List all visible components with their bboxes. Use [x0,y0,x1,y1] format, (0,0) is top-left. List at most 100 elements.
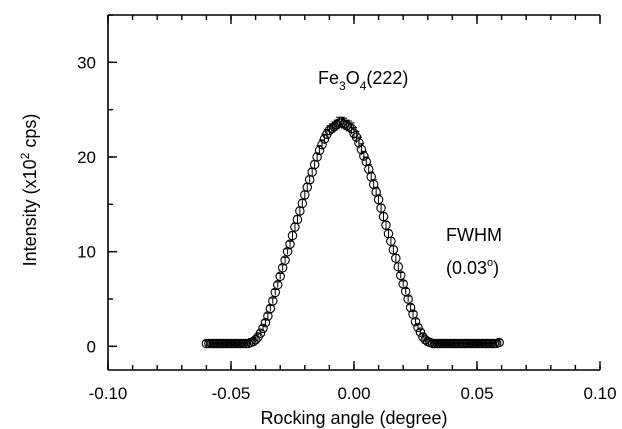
data-point [373,194,384,205]
data-point [489,338,499,349]
data-point [226,338,236,349]
data-point [211,338,221,349]
fwhm-title: FWHM [446,225,502,245]
peak-label-sub3: 3 [339,79,346,93]
y-axis-title: Intensity (x102 cps) [18,114,40,267]
data-point [346,123,357,134]
data-point [260,317,271,328]
data-point [469,338,480,349]
data-point [213,338,224,349]
data-point [275,271,285,282]
x-tick-label: -0.10 [89,384,128,403]
data-point [467,338,477,349]
data-point [415,327,426,337]
peak-label: Fe3O4(222) [318,68,408,93]
x-tick-label: 0.00 [337,384,370,403]
data-point [258,323,268,334]
peak-label-fe: Fe [318,68,339,88]
data-point [457,338,467,349]
peak-label-reflection: (222) [366,68,408,88]
data-point [452,338,463,349]
x-tick-label: 0.10 [583,384,616,403]
data-point [450,338,460,349]
data-point [430,338,440,349]
data-point [403,294,413,304]
peak-label-sub4: 4 [360,79,367,93]
data-point [388,245,399,255]
data-point [218,338,229,349]
data-point [376,203,386,213]
data-point [455,338,465,349]
data-point [216,338,226,349]
x-axis-title: Rocking angle (degree) [260,408,447,428]
data-point [410,316,421,327]
data-point [459,338,470,349]
data-point [359,151,369,161]
data-point [435,338,445,349]
data-point [204,338,214,349]
data-point [477,338,487,349]
x-tick-label: 0.05 [460,384,493,403]
data-point [472,338,482,349]
data-point [250,334,261,345]
data-point [393,262,404,272]
data-point [241,338,251,349]
data-point [482,338,492,349]
data-point [447,338,458,349]
data-point [280,255,290,265]
data-point [255,328,266,338]
data-point [391,253,401,264]
y-tick-label: 30 [77,53,96,72]
data-point [314,145,325,156]
data-point [432,338,443,349]
data-point [484,338,495,349]
data-point [292,214,303,225]
data-point [285,239,295,249]
fwhm-value: (0.03o) [446,257,499,278]
data-point [356,144,367,155]
data-point [231,338,241,349]
axis-labels: -0.10 -0.05 0.00 0.05 0.10 0 10 20 30 [77,53,616,403]
data-point [248,336,258,347]
data-point [437,338,448,349]
data-point [221,338,231,349]
data-point [319,134,330,144]
data-point [332,120,342,130]
data-point [238,338,249,349]
data-point [233,338,244,349]
data-point [228,338,239,349]
data-point [440,338,450,349]
data-point [487,338,497,349]
fwhm-value-suffix: ) [493,258,499,278]
data-point [209,338,219,349]
y-tick-label: 10 [77,243,96,262]
data-point [223,338,234,349]
data-points [201,116,504,349]
data-point [445,338,455,349]
data-point [378,211,389,222]
data-point [268,296,278,306]
data-point [494,337,504,348]
data-point [474,338,485,349]
data-point [287,230,298,241]
data-point [464,338,475,349]
data-point [427,338,438,349]
data-point [462,338,472,349]
peak-label-o: O [346,68,360,88]
data-point [381,220,391,230]
data-point [201,338,212,349]
x-tick-label: -0.05 [212,384,251,403]
y-tick-label: 0 [87,337,96,356]
y-tick-label: 20 [77,148,96,167]
data-point [479,338,490,349]
data-point [236,338,246,349]
data-point [312,152,322,162]
fwhm-value-degree: o [487,257,493,269]
y-axis-title-superscript: 2 [18,152,32,159]
y-axis-title-prefix: Intensity (x10 [20,159,40,266]
axes [107,14,601,371]
data-point [354,138,364,148]
data-point [206,338,217,349]
fwhm-value-prefix: (0.03 [446,258,487,278]
